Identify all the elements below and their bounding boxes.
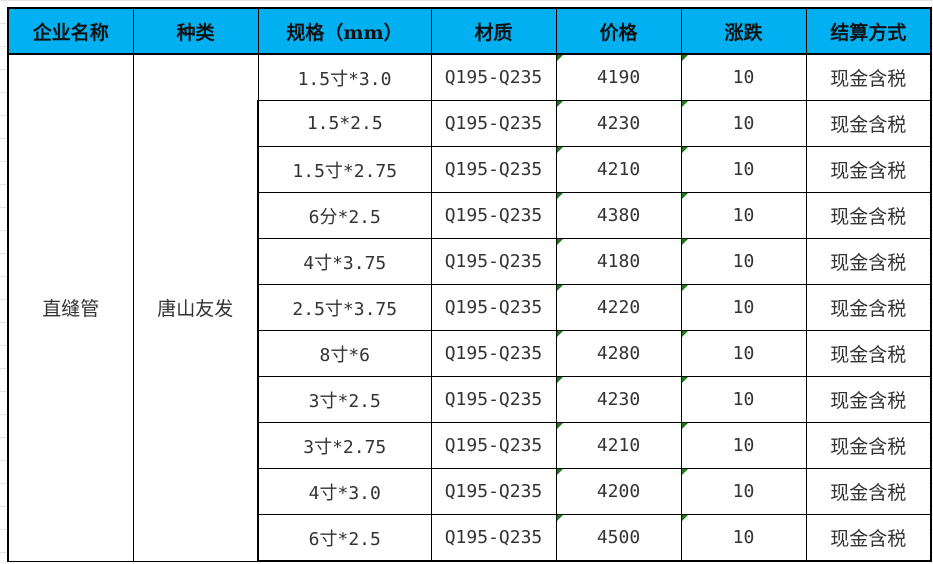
spec-cell[interactable]: 6分*2.5 [257,192,432,239]
price-cell[interactable]: 4210 [555,146,682,193]
settle-cell[interactable]: 现金含税 [805,284,932,331]
table-row: 4寸*3.0 Q195-Q235 4200 10 现金含税 [8,468,932,515]
settle-cell[interactable]: 现金含税 [805,514,932,562]
price-cell[interactable]: 4190 [555,53,682,101]
settle-cell[interactable]: 现金含税 [805,53,932,101]
spec-cell[interactable]: 4寸*3.0 [257,468,432,515]
table-row: 4寸*3.75 Q195-Q235 4180 10 现金含税 [8,238,932,285]
spec-cell[interactable]: 1.5寸*3.0 [257,53,432,101]
change-cell[interactable]: 10 [680,330,807,377]
product-cell[interactable]: 直缝管 [7,53,134,562]
price-cell[interactable]: 4500 [555,514,682,562]
change-cell[interactable]: 10 [680,468,807,515]
table-row: 1.5寸*2.75 Q195-Q235 4210 10 现金含税 [8,146,932,193]
price-cell[interactable]: 4380 [555,192,682,239]
material-cell[interactable]: Q195-Q235 [430,422,557,469]
table-row: 6寸*2.5 Q195-Q235 4500 10 现金含税 [8,514,932,562]
settle-cell[interactable]: 现金含税 [805,100,932,147]
settle-cell[interactable]: 现金含税 [805,468,932,515]
header-row: 企业名称 种类 规格（mm） 材质 价格 涨跌 结算方式 [7,7,932,55]
price-table: 企业名称 种类 规格（mm） 材质 价格 涨跌 结算方式 直缝管 唐山友发 1.5寸*3.0 Q1… [7,7,932,562]
material-cell[interactable]: Q195-Q235 [430,376,557,423]
change-cell[interactable]: 10 [680,514,807,562]
settle-cell[interactable]: 现金含税 [805,376,932,423]
spec-cell[interactable]: 1.5*2.5 [257,100,432,147]
price-cell[interactable]: 4200 [555,468,682,515]
column-header[interactable]: 结算方式 [805,7,932,55]
table-row: 3寸*2.5 Q195-Q235 4230 10 现金含税 [8,376,932,423]
settle-cell[interactable]: 现金含税 [805,422,932,469]
settle-cell[interactable]: 现金含税 [805,238,932,285]
table-row: 1.5*2.5 Q195-Q235 4230 10 现金含税 [8,100,932,147]
column-header[interactable]: 材质 [430,7,557,55]
change-cell[interactable]: 10 [680,53,807,101]
material-cell[interactable]: Q195-Q235 [430,330,557,377]
table-row: 直缝管 唐山友发 1.5寸*3.0 Q195-Q235 4190 10 现金含税 [7,53,932,562]
column-header[interactable]: 企业名称 [7,7,134,55]
price-cell[interactable]: 4220 [555,284,682,331]
price-cell[interactable]: 4210 [555,422,682,469]
settle-cell[interactable]: 现金含税 [805,192,932,239]
material-cell[interactable]: Q195-Q235 [430,284,557,331]
spec-cell[interactable]: 6寸*2.5 [257,514,432,562]
change-cell[interactable]: 10 [680,284,807,331]
price-cell[interactable]: 4230 [555,100,682,147]
table-row: 6分*2.5 Q195-Q235 4380 10 现金含税 [8,192,932,239]
material-cell[interactable]: Q195-Q235 [430,100,557,147]
spec-cell[interactable]: 8寸*6 [257,330,432,377]
material-cell[interactable]: Q195-Q235 [430,238,557,285]
change-cell[interactable]: 10 [680,422,807,469]
spec-cell[interactable]: 4寸*3.75 [257,238,432,285]
material-cell[interactable]: Q195-Q235 [430,53,557,101]
column-header[interactable]: 种类 [132,7,259,55]
material-cell[interactable]: Q195-Q235 [430,192,557,239]
table-row: 3寸*2.75 Q195-Q235 4210 10 现金含税 [8,422,932,469]
spec-cell[interactable]: 1.5寸*2.75 [257,146,432,193]
change-cell[interactable]: 10 [680,192,807,239]
change-cell[interactable]: 10 [680,238,807,285]
spec-cell[interactable]: 3寸*2.75 [257,422,432,469]
change-cell[interactable]: 10 [680,100,807,147]
price-cell[interactable]: 4230 [555,376,682,423]
spec-cell[interactable]: 3寸*2.5 [257,376,432,423]
price-cell[interactable]: 4180 [555,238,682,285]
column-header[interactable]: 规格（mm） [257,7,432,55]
table-row: 2.5寸*3.75 Q195-Q235 4220 10 现金含税 [8,284,932,331]
change-cell[interactable]: 10 [680,146,807,193]
material-cell[interactable]: Q195-Q235 [430,468,557,515]
spec-cell[interactable]: 2.5寸*3.75 [257,284,432,331]
price-cell[interactable]: 4280 [555,330,682,377]
company-cell[interactable]: 唐山友发 [132,53,259,562]
settle-cell[interactable]: 现金含税 [805,146,932,193]
settle-cell[interactable]: 现金含税 [805,330,932,377]
column-header[interactable]: 涨跌 [680,7,807,55]
column-header[interactable]: 价格 [555,7,682,55]
material-cell[interactable]: Q195-Q235 [430,146,557,193]
change-cell[interactable]: 10 [680,376,807,423]
material-cell[interactable]: Q195-Q235 [430,514,557,562]
